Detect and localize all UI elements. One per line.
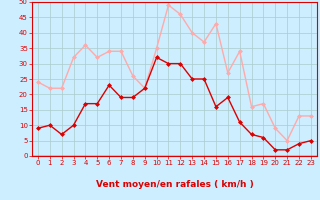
X-axis label: Vent moyen/en rafales ( km/h ): Vent moyen/en rafales ( km/h )	[96, 180, 253, 189]
